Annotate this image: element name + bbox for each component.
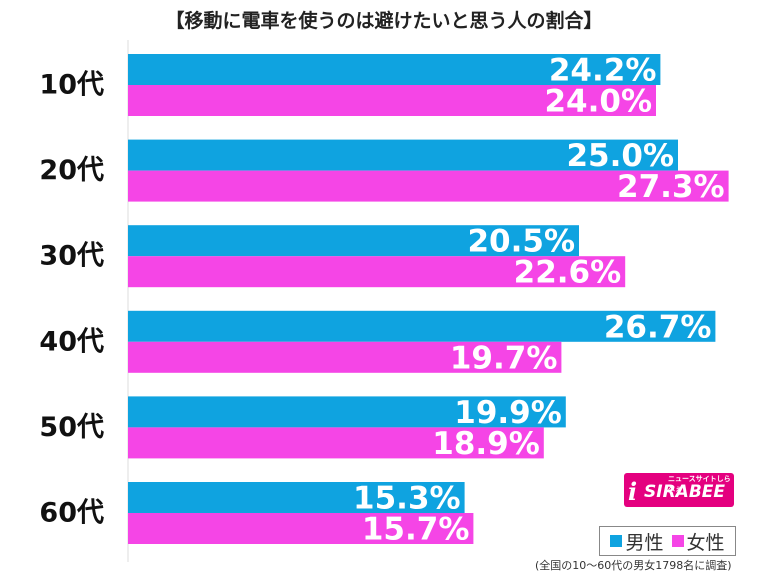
bar-male-1 [128,54,661,85]
category-label-2: 20代 [39,155,104,186]
bar-female-5 [128,427,544,459]
legend-item-female: 女性 [671,528,725,555]
bar-value-label-male-5: 19.9% [454,395,562,431]
legend-swatch-female [671,535,684,547]
category-label-1: 10代 [39,70,104,101]
bar-value-label-male-2: 25.0% [566,138,674,174]
sirabee-logo: i ニュースサイトしらべぇ SIRABEE [624,473,734,507]
bar-value-label-male-1: 24.2% [549,53,657,89]
logo-wordmark: SIRABEE [644,482,725,502]
category-label-6: 60代 [39,498,104,529]
bar-value-label-female-6: 15.7% [362,512,470,548]
bar-male-2 [128,139,678,171]
bar-male-4 [128,310,716,342]
category-label-5: 50代 [39,412,104,443]
bar-male-6 [128,482,465,513]
legend-swatch-male [610,535,623,547]
logo-subtitle: ニュースサイトしらべぇ [668,475,731,493]
bar-value-label-female-1: 24.0% [544,84,652,120]
bar-male-5 [128,396,566,428]
category-label-4: 40代 [39,326,104,357]
bar-value-label-female-5: 18.9% [432,426,540,462]
bars-group: 24.2%24.0% 25.0%27.3% 20.5%22.6% 26.7% 19.7%… [128,53,729,548]
bar-value-label-female-3: 22.6% [514,255,622,291]
legend-label-male: 男性 [625,531,664,554]
bar-value-label-female-2: 27.3% [617,169,725,205]
legend-label-female: 女性 [686,531,725,554]
bar-female-1 [128,85,656,116]
bar-female-3 [128,256,626,288]
bar-female-6 [128,513,474,544]
category-label-3: 30代 [39,241,104,272]
legend: 男性 女性 [599,526,736,556]
bar-value-label-female-4: 19.7% [450,340,558,376]
bar-female-2 [128,170,729,202]
bar-value-label-male-6: 15.3% [353,481,461,517]
survey-footnote: (全国の10～60代の男女1798名に調査) [535,559,732,572]
chart-title: 【移動に電車を使うのは避けたいと思う人の割合】 [165,10,603,32]
bar-male-3 [128,225,579,257]
logo-icon: i [628,477,638,506]
category-labels: 10代 20代 30代 40代 50代 60代 [39,70,104,529]
bar-female-4 [128,341,562,373]
bar-value-label-male-3: 20.5% [467,224,575,260]
bar-value-label-male-4: 26.7% [604,309,712,345]
legend-item-male: 男性 [610,528,664,555]
